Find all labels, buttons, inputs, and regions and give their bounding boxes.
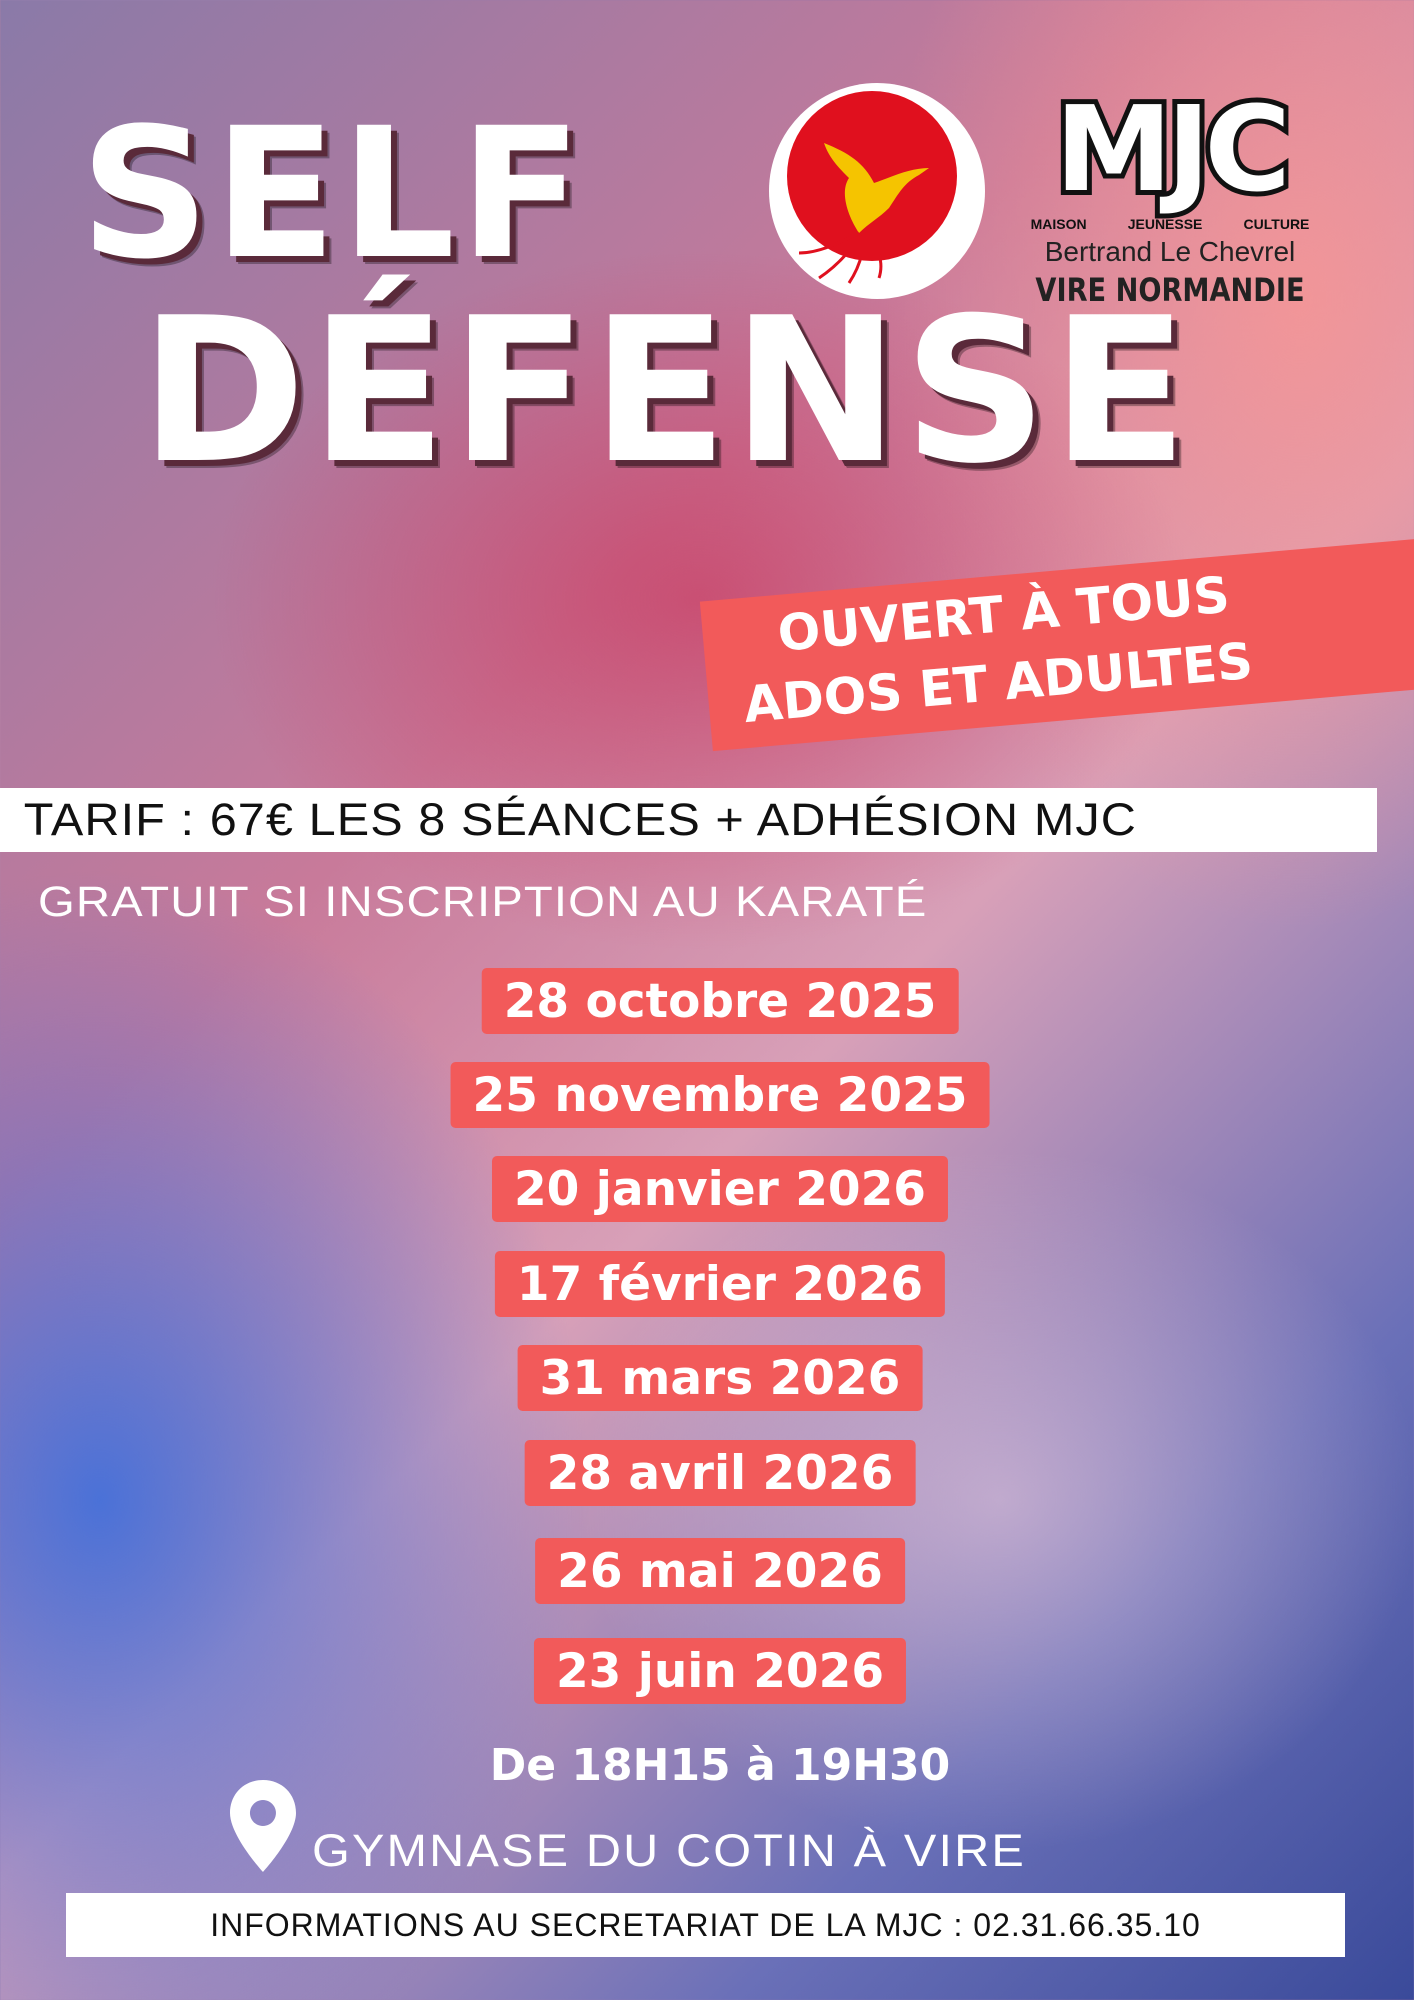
price-text: TARIF : 67€ LES 8 SÉANCES + ADHÉSION MJC [23, 794, 1137, 845]
karate-logo-circle [787, 91, 957, 261]
mjc-word-maison: MAISON [1030, 216, 1087, 232]
mjc-word-culture: CULTURE [1243, 216, 1310, 232]
location-text: GYMNASE DU COTIN À VIRE [312, 1825, 1026, 1876]
free-note: GRATUIT SI INSCRIPTION AU KARATÉ [38, 878, 928, 926]
date-pill: 25 novembre 2025 [450, 1062, 990, 1128]
mjc-city: VIRE NORMANDIE [1035, 271, 1305, 309]
mjc-logo: MJC MAISON JEUNESSE CULTURE Bertrand Le … [1010, 80, 1330, 315]
date-pill: 17 février 2026 [494, 1251, 946, 1317]
date-pill: 28 avril 2026 [524, 1440, 916, 1506]
mjc-name: Bertrand Le Chevrel [1044, 236, 1296, 267]
date-pill: 26 mai 2026 [535, 1538, 905, 1604]
mjc-letters: MJC [1050, 80, 1296, 218]
audience-tag: OUVERT À TOUS ADOS ET ADULTES [699, 538, 1414, 752]
session-hours: De 18H15 à 19H30 [489, 1740, 951, 1791]
karate-club-logo [769, 83, 985, 299]
date-pill: 20 janvier 2026 [491, 1156, 949, 1222]
phoenix-icon [798, 143, 929, 284]
mjc-word-jeunesse: JEUNESSE [1127, 216, 1203, 232]
title-defense: DÉFENSE [140, 275, 1192, 508]
info-text: INFORMATIONS AU SECRETARIAT DE LA MJC : … [210, 1906, 1201, 1943]
price-banner: TARIF : 67€ LES 8 SÉANCES + ADHÉSION MJC [0, 788, 1377, 852]
title-self: SELF [80, 90, 587, 299]
mjc-words: MAISON JEUNESSE CULTURE [1010, 217, 1330, 231]
date-pill: 28 octobre 2025 [481, 968, 959, 1034]
map-pin-icon [230, 1780, 296, 1872]
date-pill: 31 mars 2026 [517, 1345, 923, 1411]
info-banner: INFORMATIONS AU SECRETARIAT DE LA MJC : … [66, 1893, 1345, 1957]
date-pill: 23 juin 2026 [533, 1638, 907, 1704]
